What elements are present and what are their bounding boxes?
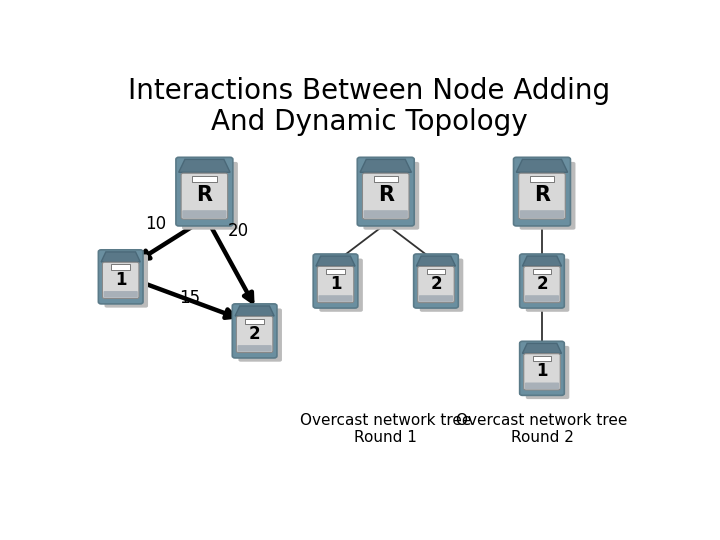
- FancyBboxPatch shape: [238, 308, 282, 362]
- FancyBboxPatch shape: [526, 259, 570, 312]
- FancyBboxPatch shape: [112, 265, 130, 269]
- FancyBboxPatch shape: [526, 346, 570, 399]
- FancyBboxPatch shape: [523, 266, 560, 302]
- Text: 10: 10: [145, 214, 166, 233]
- Text: 2: 2: [430, 275, 442, 293]
- Text: 2: 2: [249, 325, 261, 343]
- FancyBboxPatch shape: [520, 162, 575, 230]
- Text: R: R: [534, 185, 550, 205]
- FancyBboxPatch shape: [418, 266, 454, 302]
- FancyBboxPatch shape: [357, 157, 414, 226]
- FancyBboxPatch shape: [238, 345, 271, 352]
- Polygon shape: [179, 159, 230, 172]
- FancyBboxPatch shape: [104, 254, 148, 308]
- FancyBboxPatch shape: [182, 162, 238, 230]
- FancyBboxPatch shape: [182, 210, 227, 218]
- FancyBboxPatch shape: [374, 176, 398, 182]
- Text: Overcast network tree
Round 2: Overcast network tree Round 2: [456, 413, 628, 446]
- FancyBboxPatch shape: [413, 254, 458, 308]
- FancyBboxPatch shape: [533, 268, 552, 274]
- FancyBboxPatch shape: [518, 173, 565, 219]
- FancyBboxPatch shape: [102, 262, 139, 299]
- FancyBboxPatch shape: [318, 266, 354, 302]
- FancyBboxPatch shape: [530, 176, 554, 182]
- Polygon shape: [416, 256, 456, 266]
- FancyBboxPatch shape: [523, 354, 560, 390]
- FancyBboxPatch shape: [181, 173, 228, 219]
- FancyBboxPatch shape: [364, 210, 408, 218]
- Text: R: R: [378, 185, 394, 205]
- Text: 1: 1: [330, 275, 341, 293]
- FancyBboxPatch shape: [520, 341, 564, 395]
- FancyBboxPatch shape: [320, 259, 363, 312]
- Text: Interactions Between Node Adding: Interactions Between Node Adding: [128, 77, 610, 105]
- Text: 15: 15: [179, 289, 200, 307]
- Polygon shape: [523, 256, 562, 266]
- FancyBboxPatch shape: [326, 268, 345, 274]
- Text: 1: 1: [115, 271, 127, 289]
- Polygon shape: [101, 252, 140, 262]
- Polygon shape: [523, 343, 562, 353]
- FancyBboxPatch shape: [525, 382, 559, 389]
- Polygon shape: [360, 159, 411, 172]
- Text: 20: 20: [228, 222, 248, 240]
- FancyBboxPatch shape: [104, 291, 138, 298]
- FancyBboxPatch shape: [313, 254, 358, 308]
- FancyBboxPatch shape: [246, 319, 264, 323]
- FancyBboxPatch shape: [176, 157, 233, 226]
- Text: 2: 2: [536, 275, 548, 293]
- FancyBboxPatch shape: [513, 157, 570, 226]
- Polygon shape: [516, 159, 567, 172]
- Polygon shape: [235, 306, 274, 316]
- FancyBboxPatch shape: [318, 295, 353, 302]
- FancyBboxPatch shape: [233, 304, 277, 358]
- FancyBboxPatch shape: [525, 295, 559, 302]
- Text: 1: 1: [536, 362, 548, 380]
- FancyBboxPatch shape: [362, 173, 409, 219]
- FancyBboxPatch shape: [192, 176, 217, 182]
- FancyBboxPatch shape: [364, 162, 419, 230]
- FancyBboxPatch shape: [533, 356, 552, 361]
- FancyBboxPatch shape: [520, 254, 564, 308]
- Polygon shape: [316, 256, 355, 266]
- FancyBboxPatch shape: [419, 295, 453, 302]
- Text: R: R: [197, 185, 212, 205]
- FancyBboxPatch shape: [426, 268, 446, 274]
- Text: Overcast network tree
Round 1: Overcast network tree Round 1: [300, 413, 472, 446]
- Text: And Dynamic Topology: And Dynamic Topology: [211, 109, 527, 137]
- FancyBboxPatch shape: [520, 210, 564, 218]
- FancyBboxPatch shape: [236, 316, 273, 353]
- FancyBboxPatch shape: [99, 250, 143, 304]
- FancyBboxPatch shape: [420, 259, 463, 312]
